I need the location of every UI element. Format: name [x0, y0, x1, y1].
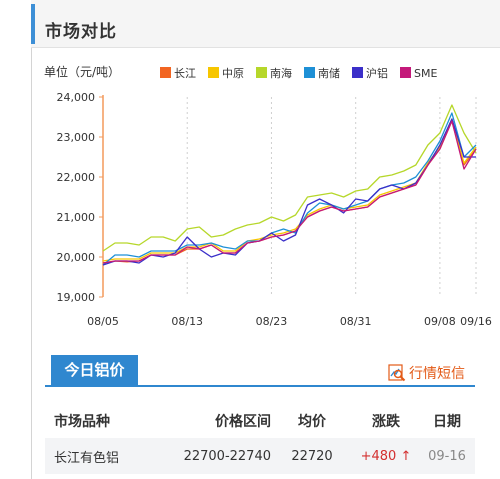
legend-label-3: 南储: [318, 66, 340, 80]
magnifier-chart-icon: [388, 364, 406, 382]
x-tick-label-1: 08/13: [171, 315, 203, 328]
series-line-0: [102, 120, 477, 264]
legend-label-4: 沪铝: [366, 66, 388, 80]
header-variety: 市场品种: [54, 414, 110, 430]
header-date: 日期: [433, 414, 461, 430]
cell-change: +480 ↑: [353, 449, 419, 464]
y-tick-label-3: 22,000: [57, 171, 96, 184]
legend-swatch-2: [256, 67, 267, 78]
legend-label-1: 中原: [222, 67, 244, 80]
title-bar: [31, 0, 500, 48]
legend-label-2: 南海: [270, 66, 292, 80]
table-header: 市场品种 价格区间 均价 涨跌 日期: [45, 404, 475, 438]
x-tick-label-4: 09/08: [424, 315, 456, 328]
market-comparison-chart: 单位（元/吨） 长江 中原 南海 南储 沪铝 SME 19,000 20,000 21,000 22…: [44, 64, 492, 328]
header-change: 涨跌: [372, 414, 400, 430]
header-range: 价格区间: [215, 414, 271, 430]
legend-label-5: SME: [414, 67, 437, 80]
legend-swatch-0: [160, 67, 171, 78]
x-tick-label-2: 08/23: [256, 315, 288, 328]
page-title: 市场对比: [45, 22, 117, 42]
market-sms-link[interactable]: 行情短信: [388, 363, 465, 383]
cell-variety: 长江有色铝: [54, 450, 120, 466]
market-sms-label: 行情短信: [409, 366, 465, 382]
y-tick-label-4: 23,000: [57, 131, 96, 144]
price-table: 市场品种 价格区间 均价 涨跌 日期 长江有色铝 22700-22740 227…: [45, 404, 475, 474]
series-line-1: [102, 118, 477, 262]
panel-frame: [31, 0, 500, 479]
series-line-3: [102, 112, 477, 266]
cell-date: 09-16: [428, 448, 466, 464]
table-row[interactable]: 长江有色铝 22700-22740 22720 +480 ↑ 09-16: [45, 438, 475, 474]
series-line-5: [102, 120, 477, 264]
up-arrow-icon: ↑: [400, 448, 412, 464]
y-tick-label-0: 19,000: [57, 291, 96, 304]
y-tick-label-5: 24,000: [57, 91, 96, 104]
tab-underline: [45, 385, 475, 387]
legend-label-0: 长江: [174, 67, 196, 80]
y-tick-label-1: 20,000: [57, 251, 96, 264]
tab-today-price[interactable]: 今日铝价: [51, 355, 138, 385]
y-axis-label: 单位（元/吨）: [44, 64, 120, 79]
x-tick-label-5: 09/16: [460, 315, 492, 328]
title-accent-bar: [31, 4, 35, 44]
y-tick-label-2: 21,000: [57, 211, 96, 224]
header-avg: 均价: [298, 414, 326, 430]
legend-swatch-3: [304, 67, 315, 78]
series-line-4: [102, 118, 476, 266]
legend-swatch-1: [208, 67, 219, 78]
legend-swatch-4: [352, 67, 363, 78]
change-value: +480: [360, 448, 397, 464]
x-tick-label-3: 08/31: [340, 315, 372, 328]
series-line-2: [102, 104, 477, 252]
legend-swatch-5: [400, 67, 411, 78]
cell-range: 22700-22740: [183, 448, 271, 464]
cell-avg: 22720: [291, 448, 333, 464]
x-tick-label-0: 08/05: [87, 315, 119, 328]
